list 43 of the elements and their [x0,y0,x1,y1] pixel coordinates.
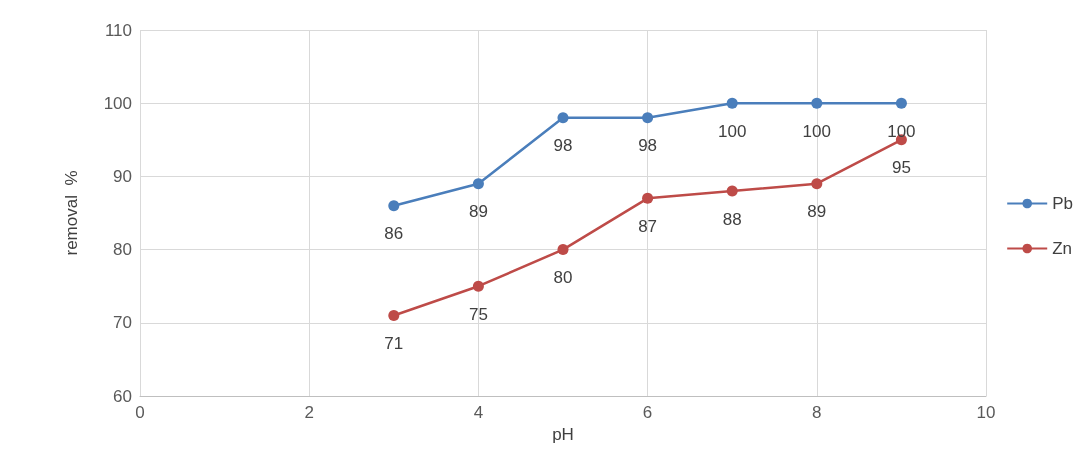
data-label: 87 [638,216,658,236]
data-label: 95 [891,158,911,178]
point [642,192,654,204]
data-label: 100 [802,121,831,141]
y-axis-title: removal % [62,170,81,256]
point [811,97,823,109]
point [472,280,484,292]
data-label: 89 [807,202,827,222]
data-label: 80 [553,268,573,288]
y-tick-label: 90 [113,166,132,186]
data-label: 98 [638,136,658,156]
data-label: 100 [887,121,916,141]
data-label: 88 [722,209,742,229]
y-tick-label: 60 [113,386,132,406]
point [895,97,907,109]
x-axis-title: pH [552,424,574,444]
x-tick-label: 6 [642,403,653,422]
y-tick-label: 70 [113,313,132,333]
legend-label: Zn [1052,239,1073,258]
point [726,97,738,109]
point [472,178,484,190]
data-label: 86 [384,224,404,244]
data-label: 98 [553,136,573,156]
x-tick-label: 0 [135,403,145,422]
x-tick-label: 10 [976,403,996,422]
y-tick-label: 80 [113,240,132,260]
point [388,200,400,212]
x-tick-label: 8 [812,403,822,422]
data-label: 100 [718,121,747,141]
x-tick-label: 2 [304,403,314,422]
point [388,309,400,321]
y-tick-label: 100 [103,93,132,113]
point [557,112,569,124]
point [557,244,569,256]
point [811,178,823,190]
y-tick-label: 110 [104,20,132,40]
point [642,112,654,124]
x-tick-label: 4 [473,403,484,422]
legend-label: Pb [1052,194,1073,213]
data-label: 89 [468,202,488,222]
point [726,185,738,197]
data-label: 75 [468,304,488,324]
data-label: 71 [384,333,404,353]
